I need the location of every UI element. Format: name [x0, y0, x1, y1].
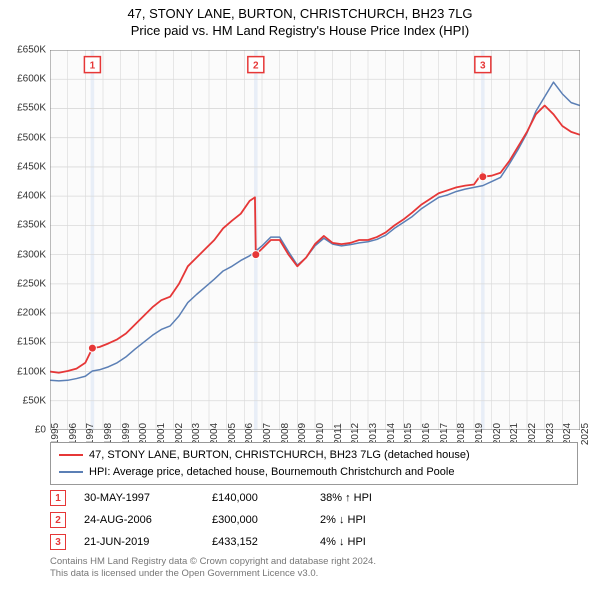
y-tick-label: £100K	[17, 366, 46, 377]
x-tick-label: 2025	[580, 423, 591, 445]
transactions-block: 1 30-MAY-1997 £140,000 38% ↑ HPI 2 24-AU…	[50, 490, 580, 556]
y-tick-label: £400K	[17, 191, 46, 202]
y-tick-label: £600K	[17, 74, 46, 85]
tx-box-1: 1	[50, 490, 66, 506]
y-tick-label: £500K	[17, 132, 46, 143]
legend-text-1: HPI: Average price, detached house, Bour…	[89, 464, 454, 481]
tx-pct-2: 2% ↓ HPI	[320, 514, 366, 526]
tx-pct-1: 38% ↑ HPI	[320, 492, 372, 504]
legend-swatch-0	[59, 454, 83, 456]
tx-box-2: 2	[50, 512, 66, 528]
y-tick-label: £200K	[17, 308, 46, 319]
y-tick-label: £650K	[17, 45, 46, 56]
title-line-1: 47, STONY LANE, BURTON, CHRISTCHURCH, BH…	[0, 6, 600, 21]
tx-price-3: £433,152	[212, 536, 302, 548]
legend-swatch-1	[59, 471, 83, 473]
tx-date-2: 24-AUG-2006	[84, 514, 194, 526]
tx-pct-3: 4% ↓ HPI	[320, 536, 366, 548]
svg-text:3: 3	[480, 61, 486, 72]
y-tick-label: £250K	[17, 278, 46, 289]
footer-note: Contains HM Land Registry data © Crown c…	[50, 556, 376, 581]
y-tick-label: £450K	[17, 161, 46, 172]
chart-area: 123 £0£50K£100K£150K£200K£250K£300K£350K…	[50, 50, 580, 430]
svg-text:2: 2	[253, 61, 259, 72]
legend-box: 47, STONY LANE, BURTON, CHRISTCHURCH, BH…	[50, 442, 578, 485]
y-tick-label: £150K	[17, 337, 46, 348]
tx-box-3: 3	[50, 534, 66, 550]
y-tick-label: £0	[35, 425, 46, 436]
title-block: 47, STONY LANE, BURTON, CHRISTCHURCH, BH…	[0, 0, 600, 38]
transaction-row-2: 2 24-AUG-2006 £300,000 2% ↓ HPI	[50, 512, 580, 528]
tx-price-2: £300,000	[212, 514, 302, 526]
tx-date-1: 30-MAY-1997	[84, 492, 194, 504]
legend-text-0: 47, STONY LANE, BURTON, CHRISTCHURCH, BH…	[89, 447, 470, 464]
svg-text:1: 1	[90, 61, 96, 72]
chart-svg: 1 2 3	[50, 50, 580, 430]
y-tick-label: £300K	[17, 249, 46, 260]
transaction-row-1: 1 30-MAY-1997 £140,000 38% ↑ HPI	[50, 490, 580, 506]
y-tick-label: £550K	[17, 103, 46, 114]
y-tick-label: £50K	[23, 395, 46, 406]
chart-container: 47, STONY LANE, BURTON, CHRISTCHURCH, BH…	[0, 0, 600, 590]
legend-item-1: HPI: Average price, detached house, Bour…	[59, 464, 569, 481]
title-line-2: Price paid vs. HM Land Registry's House …	[0, 23, 600, 38]
tx-date-3: 21-JUN-2019	[84, 536, 194, 548]
footer-line-1: Contains HM Land Registry data © Crown c…	[50, 556, 376, 568]
footer-line-2: This data is licensed under the Open Gov…	[50, 568, 376, 580]
tx-price-1: £140,000	[212, 492, 302, 504]
transaction-row-3: 3 21-JUN-2019 £433,152 4% ↓ HPI	[50, 534, 580, 550]
legend-item-0: 47, STONY LANE, BURTON, CHRISTCHURCH, BH…	[59, 447, 569, 464]
y-tick-label: £350K	[17, 220, 46, 231]
